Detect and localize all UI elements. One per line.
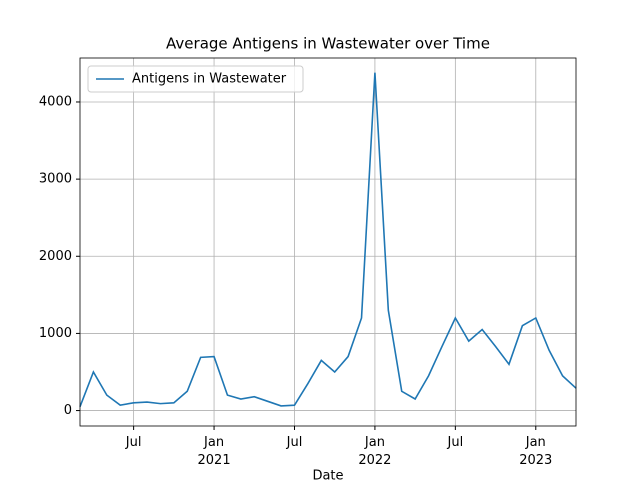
y-tick-label: 4000 xyxy=(39,94,72,109)
y-tick-label: 2000 xyxy=(39,249,72,264)
x-tick-label: Jul xyxy=(125,435,142,450)
x-tick-label: Jan 2021 xyxy=(198,435,231,468)
data-line xyxy=(79,72,577,408)
x-tick-label: Jan 2022 xyxy=(358,435,391,468)
y-tick-label: 0 xyxy=(64,403,72,418)
chart-title: Average Antigens in Wastewater over Time xyxy=(166,35,490,53)
legend-box xyxy=(87,65,304,93)
legend-label: Antigens in Wastewater xyxy=(132,72,287,87)
y-tick-label: 1000 xyxy=(39,326,72,341)
x-axis-label: Date xyxy=(312,469,343,480)
x-tick-label: Jan 2023 xyxy=(519,435,552,468)
x-tick-label: Jul xyxy=(447,435,464,450)
plot-frame xyxy=(79,57,577,427)
x-tick-label: Jul xyxy=(286,435,303,450)
y-tick-label: 3000 xyxy=(39,172,72,187)
